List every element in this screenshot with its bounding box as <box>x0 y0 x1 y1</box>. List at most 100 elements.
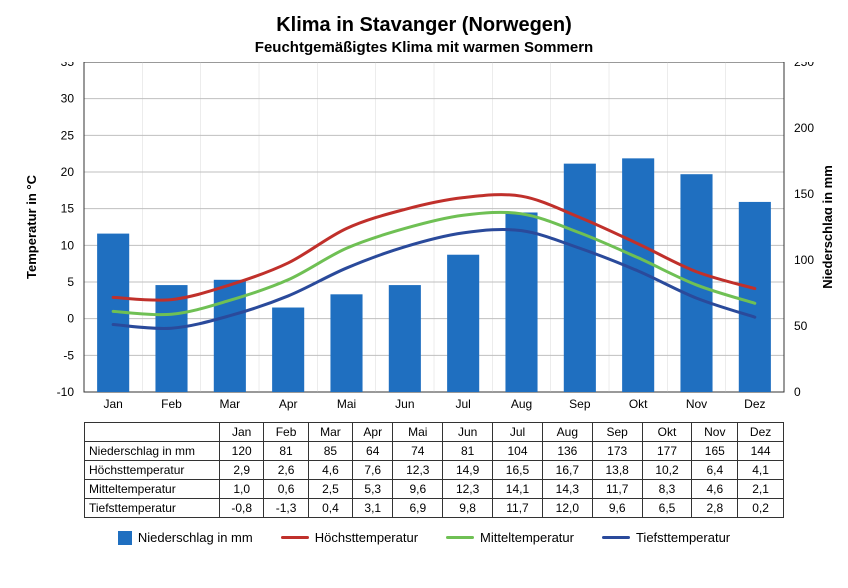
svg-text:Jun: Jun <box>395 397 414 411</box>
table-row-header: Höchsttemperatur <box>85 461 220 480</box>
svg-text:Nov: Nov <box>686 397 707 411</box>
table-cell: 0,2 <box>738 499 784 518</box>
table-cell: 81 <box>443 442 493 461</box>
table-cell: 6,4 <box>692 461 738 480</box>
legend-item: Niederschlag in mm <box>118 530 253 545</box>
table-cell: 14,3 <box>542 480 592 499</box>
table-cell: 173 <box>592 442 642 461</box>
chart-title: Klima in Stavanger (Norwegen) <box>16 14 832 37</box>
data-table: JanFebMarAprMaiJunJulAugSepOktNovDezNied… <box>84 422 784 518</box>
table-cell: 7,6 <box>353 461 393 480</box>
table-col-header: Feb <box>264 423 308 442</box>
svg-text:Mai: Mai <box>337 397 356 411</box>
table-cell: 12,3 <box>393 461 443 480</box>
table-cell: 9,6 <box>592 499 642 518</box>
table-col-header: Okt <box>642 423 692 442</box>
table-cell: 6,9 <box>393 499 443 518</box>
svg-text:0: 0 <box>794 385 801 399</box>
table-cell: 11,7 <box>592 480 642 499</box>
table-col-header: Aug <box>542 423 592 442</box>
svg-text:Aug: Aug <box>511 397 532 411</box>
table-cell: 136 <box>542 442 592 461</box>
table-cell: -0,8 <box>220 499 264 518</box>
table-col-header: Sep <box>592 423 642 442</box>
table-cell: 9,8 <box>443 499 493 518</box>
table-cell: 13,8 <box>592 461 642 480</box>
svg-text:Feb: Feb <box>161 397 182 411</box>
table-cell: 8,3 <box>642 480 692 499</box>
table-cell: 4,6 <box>308 461 352 480</box>
table-cell: 81 <box>264 442 308 461</box>
svg-text:250: 250 <box>794 62 814 69</box>
legend-label: Höchsttemperatur <box>315 530 418 545</box>
table-cell: 11,7 <box>493 499 543 518</box>
table-cell: 3,1 <box>353 499 393 518</box>
table-cell: 120 <box>220 442 264 461</box>
table-col-header: Mai <box>393 423 443 442</box>
svg-text:0: 0 <box>67 312 74 326</box>
svg-text:30: 30 <box>61 92 75 106</box>
table-cell: 64 <box>353 442 393 461</box>
table-cell: 2,5 <box>308 480 352 499</box>
table-cell: 2,6 <box>264 461 308 480</box>
table-cell: 9,6 <box>393 480 443 499</box>
legend-swatch <box>446 536 474 539</box>
legend-label: Tiefsttemperatur <box>636 530 730 545</box>
table-col-header: Nov <box>692 423 738 442</box>
table-cell: 0,4 <box>308 499 352 518</box>
svg-text:15: 15 <box>61 202 75 216</box>
table-cell: 104 <box>493 442 543 461</box>
svg-text:Mar: Mar <box>219 397 240 411</box>
svg-text:20: 20 <box>61 165 75 179</box>
svg-text:Sep: Sep <box>569 397 591 411</box>
svg-text:Jul: Jul <box>455 397 470 411</box>
table-cell: 14,1 <box>493 480 543 499</box>
table-cell: -1,3 <box>264 499 308 518</box>
table-row-header: Niederschlag in mm <box>85 442 220 461</box>
svg-text:25: 25 <box>61 128 75 142</box>
table-col-header: Jan <box>220 423 264 442</box>
table-cell: 0,6 <box>264 480 308 499</box>
svg-text:10: 10 <box>61 238 75 252</box>
table-cell: 85 <box>308 442 352 461</box>
legend-item: Tiefsttemperatur <box>602 530 730 545</box>
legend: Niederschlag in mm Höchsttemperatur Mittel… <box>16 530 832 545</box>
svg-text:100: 100 <box>794 253 814 267</box>
table-col-header: Jun <box>443 423 493 442</box>
table-cell: 12,0 <box>542 499 592 518</box>
svg-text:Temperatur in °C: Temperatur in °C <box>24 174 39 279</box>
table-cell: 5,3 <box>353 480 393 499</box>
table-col-header: Mar <box>308 423 352 442</box>
table-cell: 10,2 <box>642 461 692 480</box>
table-cell: 177 <box>642 442 692 461</box>
table-row-header: Mitteltemperatur <box>85 480 220 499</box>
table-cell: 144 <box>738 442 784 461</box>
table-cell: 2,9 <box>220 461 264 480</box>
svg-text:Niederschlag in mm: Niederschlag in mm <box>820 165 832 289</box>
legend-item: Mitteltemperatur <box>446 530 574 545</box>
svg-text:-10: -10 <box>57 385 75 399</box>
legend-swatch <box>602 536 630 539</box>
svg-text:35: 35 <box>61 62 75 69</box>
svg-text:Apr: Apr <box>279 397 298 411</box>
climate-chart: -10-505101520253035050100150200250Temper… <box>16 62 832 422</box>
table-cell: 6,5 <box>642 499 692 518</box>
table-cell: 4,6 <box>692 480 738 499</box>
svg-text:50: 50 <box>794 319 808 333</box>
table-cell: 1,0 <box>220 480 264 499</box>
svg-text:Dez: Dez <box>744 397 765 411</box>
table-cell: 12,3 <box>443 480 493 499</box>
chart-subtitle: Feuchtgemäßigtes Klima mit warmen Sommer… <box>16 39 832 56</box>
svg-text:-5: -5 <box>63 348 74 362</box>
table-cell: 74 <box>393 442 443 461</box>
table-cell: 2,1 <box>738 480 784 499</box>
svg-text:Jan: Jan <box>103 397 122 411</box>
legend-label: Niederschlag in mm <box>138 530 253 545</box>
svg-text:Okt: Okt <box>629 397 648 411</box>
table-cell: 16,7 <box>542 461 592 480</box>
svg-text:200: 200 <box>794 121 814 135</box>
table-col-header: Dez <box>738 423 784 442</box>
svg-text:5: 5 <box>67 275 74 289</box>
table-cell: 4,1 <box>738 461 784 480</box>
table-cell: 2,8 <box>692 499 738 518</box>
